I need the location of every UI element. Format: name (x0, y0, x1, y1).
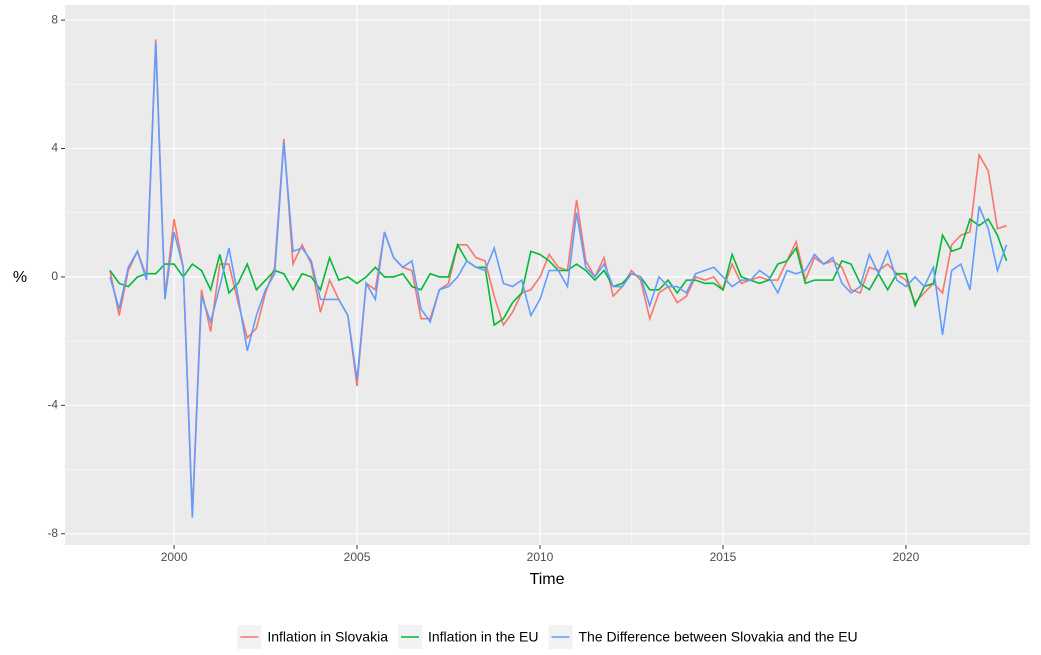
x-tick-label: 2020 (893, 550, 920, 564)
y-axis-title: % (13, 269, 27, 286)
y-tick-label: 4 (51, 141, 58, 155)
y-tick-label: -4 (47, 398, 58, 412)
x-tick-label: 2010 (527, 550, 554, 564)
legend-label: The Difference between Slovakia and the … (579, 629, 858, 645)
y-tick-label: -8 (47, 526, 58, 540)
legend-item: The Difference between Slovakia and the … (548, 625, 858, 649)
legend-item: Inflation in Slovakia (237, 625, 388, 649)
series-line (109, 42, 1008, 518)
legend-item: Inflation in the EU (397, 625, 539, 649)
x-tick-label: 2015 (710, 550, 737, 564)
y-tick-label: 0 (51, 269, 58, 283)
x-tick-label: 2000 (161, 550, 188, 564)
legend-label: Inflation in Slovakia (267, 629, 388, 645)
axes: -8 -4 0 4 8 2000 2005 2010 2015 2020 (47, 12, 919, 564)
lines (109, 39, 1008, 518)
y-tick-label: 8 (51, 12, 58, 26)
x-axis-title: Time (530, 571, 565, 588)
legend: Inflation in Slovakia Inflation in the EU… (237, 625, 858, 649)
x-tick-label: 2005 (344, 550, 371, 564)
legend-label: Inflation in the EU (428, 629, 539, 645)
series-line (109, 39, 1007, 515)
